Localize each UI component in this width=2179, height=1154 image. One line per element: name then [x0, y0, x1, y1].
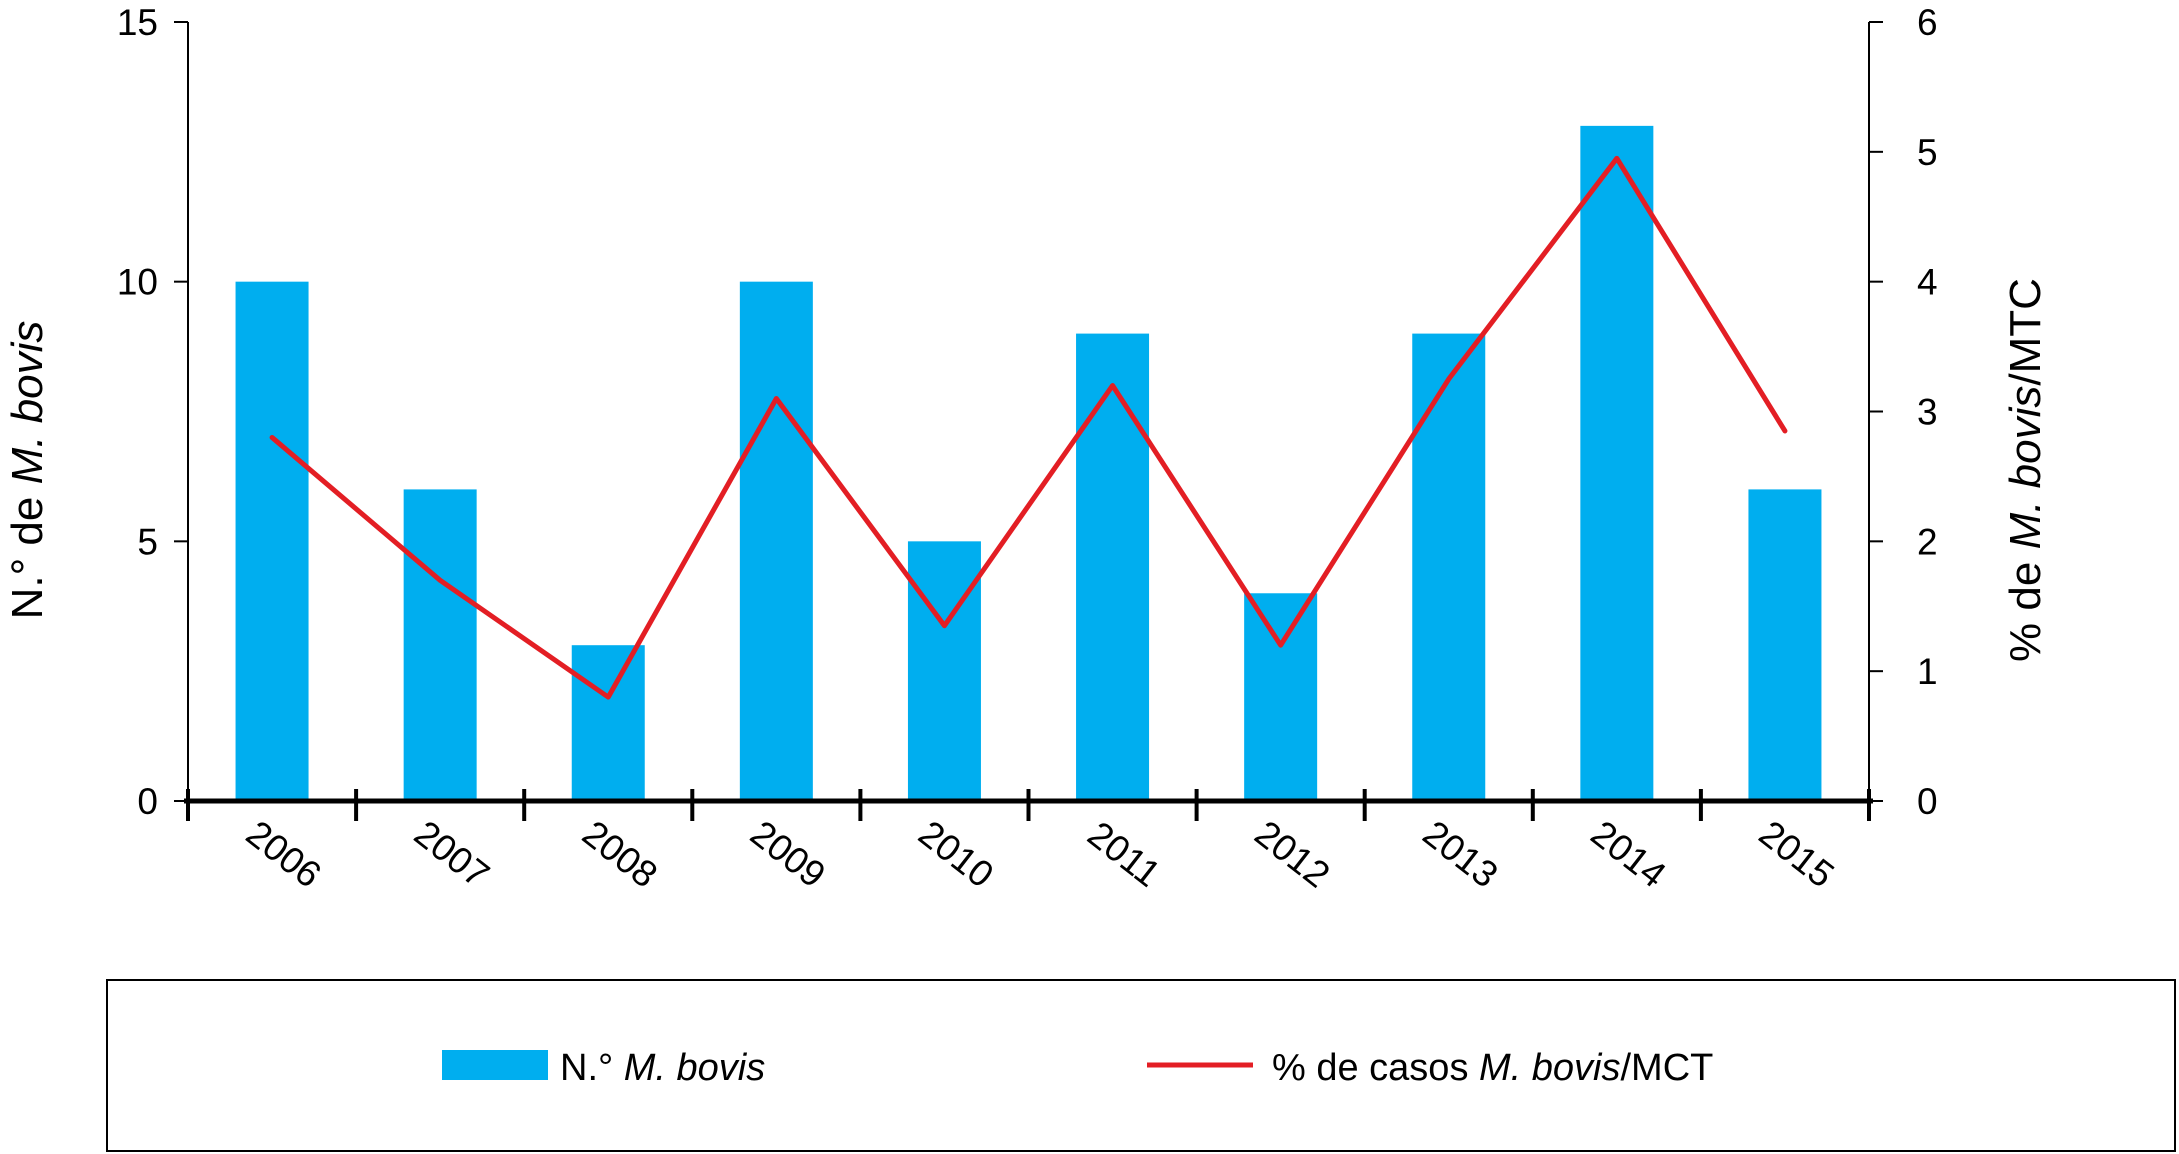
- y-right-tick-label: 2: [1917, 521, 1938, 562]
- bar-2007: [403, 489, 477, 801]
- y-axis-right-title-prefix: % de: [2001, 549, 2050, 662]
- y-axis-right-title-italic: M. bovis: [2001, 386, 2050, 550]
- legend-label-line-suffix: /MCT: [1620, 1047, 1713, 1089]
- y-axis-left-title: N.° de M. bovis: [3, 321, 52, 620]
- y-axis-left-title-italic: M. bovis: [3, 321, 52, 485]
- bar-2013: [1412, 333, 1486, 801]
- y-right-tick-label: 1: [1917, 651, 1938, 692]
- y-left-tick-label: 15: [117, 2, 158, 43]
- line-series: [269, 155, 1788, 700]
- axes: [174, 21, 1883, 821]
- x-tick-label-2008: 2008: [575, 813, 665, 896]
- line-series-path: [269, 155, 1788, 700]
- legend-label-line: % de casos M. bovis/MCT: [1272, 1047, 1713, 1089]
- legend-label-bars: N.° M. bovis: [560, 1047, 765, 1089]
- legend-label-bars-prefix: N.°: [560, 1047, 624, 1089]
- legend-label-line-italic: M. bovis: [1479, 1047, 1620, 1089]
- x-tick-label-2014: 2014: [1583, 813, 1673, 896]
- bar-2012: [1244, 593, 1318, 801]
- legend-box: [106, 979, 2176, 1152]
- y-left-tick-label: 0: [137, 781, 158, 822]
- legend: N.° M. bovis % de casos M. bovis/MCT: [106, 979, 2176, 1152]
- y-axis-right-title: % de M. bovis/MTC: [2001, 278, 2050, 662]
- y-left-tick-label: 5: [137, 521, 158, 562]
- y-right-tick-label: 3: [1917, 392, 1938, 433]
- x-tick-label-2006: 2006: [239, 813, 329, 896]
- bar-2010: [907, 541, 981, 801]
- x-tick-label-2011: 2011: [1080, 813, 1168, 894]
- bar-2015: [1748, 489, 1822, 801]
- y-axis-right-title-suffix: /MTC: [2001, 278, 2050, 386]
- y-right-tick-label: 5: [1917, 132, 1938, 173]
- bar-2014: [1580, 125, 1654, 801]
- y-right-tick-label: 0: [1917, 781, 1938, 822]
- y-axis-left-title-prefix: N.° de: [3, 484, 52, 619]
- y-left-tick-label: 10: [117, 262, 158, 303]
- y-right-tick-label: 4: [1917, 262, 1938, 303]
- x-tick-label-2015: 2015: [1752, 813, 1842, 896]
- legend-label-bars-italic: M. bovis: [624, 1047, 765, 1089]
- x-tick-label-2012: 2012: [1247, 813, 1337, 896]
- bar-2011: [1076, 333, 1150, 801]
- bar-2006: [235, 281, 309, 802]
- y-right-tick-label: 6: [1917, 2, 1938, 43]
- legend-swatch-bars: [442, 1050, 548, 1080]
- tick-labels: 0 5 10 15 0 1 2 3 4 5 6 2006 2007 2008 2009 2010 2011 201…: [117, 2, 1938, 896]
- x-tick-label-2010: 2010: [911, 813, 1001, 896]
- bar-2008: [571, 645, 645, 801]
- bar-2009: [739, 281, 813, 802]
- x-tick-label-2009: 2009: [743, 813, 833, 896]
- legend-label-line-prefix: % de casos: [1272, 1047, 1479, 1089]
- x-tick-label-2013: 2013: [1415, 813, 1505, 896]
- x-tick-label-2007: 2007: [407, 813, 497, 896]
- bar-series: [235, 125, 1822, 802]
